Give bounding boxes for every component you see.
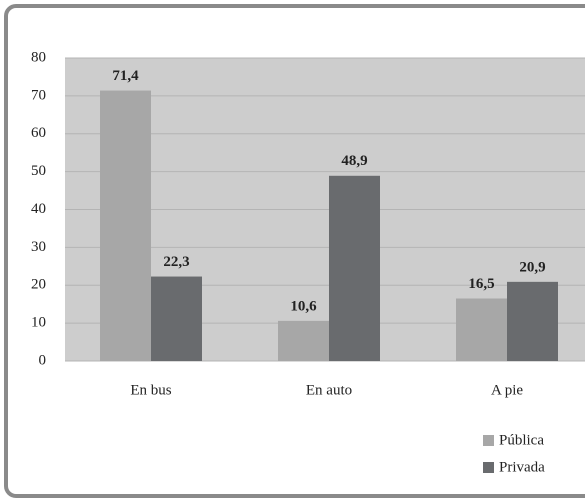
value-label: 10,6 bbox=[290, 298, 317, 314]
value-label: 16,5 bbox=[468, 276, 494, 292]
y-tick-label: 40 bbox=[31, 201, 46, 217]
y-tick-label: 10 bbox=[31, 315, 46, 331]
value-label: 20,9 bbox=[519, 259, 545, 275]
x-tick-label: A pie bbox=[491, 382, 523, 398]
value-label: 48,9 bbox=[341, 153, 367, 169]
bar bbox=[278, 320, 329, 361]
bar bbox=[329, 175, 380, 361]
legend-swatch bbox=[483, 435, 494, 446]
value-label: 71,4 bbox=[112, 68, 139, 84]
y-tick-label: 20 bbox=[31, 277, 46, 293]
x-tick-label: En bus bbox=[130, 382, 171, 398]
legend-swatch bbox=[483, 462, 494, 473]
bar bbox=[456, 298, 507, 361]
y-tick-label: 0 bbox=[39, 352, 47, 368]
bar bbox=[100, 90, 151, 361]
y-tick-label: 80 bbox=[31, 49, 46, 65]
legend-label: Pública bbox=[499, 432, 544, 448]
legend-label: Privada bbox=[499, 459, 545, 475]
bar bbox=[151, 276, 202, 361]
value-label: 22,3 bbox=[163, 254, 189, 270]
y-tick-label: 30 bbox=[31, 239, 46, 255]
y-tick-label: 50 bbox=[31, 163, 46, 179]
bar bbox=[507, 281, 558, 361]
x-tick-label: En auto bbox=[306, 382, 352, 398]
y-tick-label: 70 bbox=[31, 87, 46, 103]
y-tick-label: 60 bbox=[31, 125, 46, 141]
